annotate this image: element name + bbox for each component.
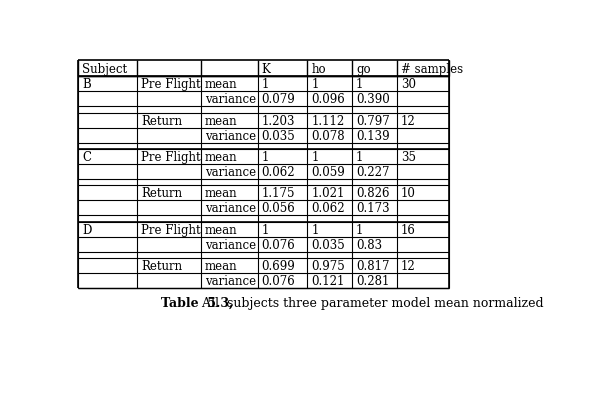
Text: All  subjects three parameter model mean normalized: All subjects three parameter model mean …	[198, 297, 543, 309]
Text: 1: 1	[311, 223, 319, 236]
Text: 0.079: 0.079	[262, 93, 295, 106]
Text: 0.059: 0.059	[311, 166, 345, 179]
Text: 0.826: 0.826	[356, 187, 390, 200]
Text: 12: 12	[401, 114, 415, 128]
Text: 0.076: 0.076	[262, 238, 295, 251]
Text: 0.797: 0.797	[356, 114, 390, 128]
Text: go: go	[356, 62, 371, 76]
Text: 30: 30	[401, 78, 416, 91]
Text: mean: mean	[205, 78, 238, 91]
Text: mean: mean	[205, 223, 238, 236]
Text: variance: variance	[205, 274, 256, 287]
Text: Pre Flight: Pre Flight	[141, 78, 201, 91]
Text: 0.817: 0.817	[356, 259, 390, 273]
Text: variance: variance	[205, 166, 256, 179]
Text: 0.121: 0.121	[311, 274, 345, 287]
Text: K: K	[262, 62, 270, 76]
Text: 0.173: 0.173	[356, 202, 390, 215]
Text: 0.035: 0.035	[262, 129, 295, 142]
Text: mean: mean	[205, 187, 238, 200]
Text: 0.83: 0.83	[356, 238, 382, 251]
Text: D: D	[82, 223, 91, 236]
Text: variance: variance	[205, 238, 256, 251]
Text: 0.078: 0.078	[311, 129, 345, 142]
Text: 1: 1	[262, 223, 269, 236]
Text: 1: 1	[311, 78, 319, 91]
Text: variance: variance	[205, 93, 256, 106]
Text: 0.975: 0.975	[311, 259, 345, 273]
Text: Pre Flight: Pre Flight	[141, 151, 201, 164]
Text: 0.062: 0.062	[262, 166, 295, 179]
Text: B: B	[82, 78, 91, 91]
Text: 0.096: 0.096	[311, 93, 345, 106]
Text: 16: 16	[401, 223, 416, 236]
Text: Return: Return	[141, 259, 182, 273]
Text: 1.175: 1.175	[262, 187, 295, 200]
Text: mean: mean	[205, 151, 238, 164]
Text: 1.112: 1.112	[311, 114, 345, 128]
Text: 0.139: 0.139	[356, 129, 390, 142]
Text: Return: Return	[141, 114, 182, 128]
Text: 0.699: 0.699	[262, 259, 295, 273]
Text: 0.076: 0.076	[262, 274, 295, 287]
Text: 35: 35	[401, 151, 416, 164]
Text: variance: variance	[205, 202, 256, 215]
Text: 1: 1	[356, 223, 364, 236]
Text: C: C	[82, 151, 91, 164]
Text: variance: variance	[205, 129, 256, 142]
Text: 1: 1	[262, 151, 269, 164]
Text: 1: 1	[356, 78, 364, 91]
Text: Pre Flight: Pre Flight	[141, 223, 201, 236]
Text: 1.021: 1.021	[311, 187, 345, 200]
Text: Table  5.3,: Table 5.3,	[161, 297, 233, 309]
Text: 0.227: 0.227	[356, 166, 390, 179]
Text: mean: mean	[205, 259, 238, 273]
Text: 12: 12	[401, 259, 415, 273]
Text: mean: mean	[205, 114, 238, 128]
Text: 1: 1	[356, 151, 364, 164]
Text: 10: 10	[401, 187, 416, 200]
Text: # samples: # samples	[401, 62, 463, 76]
Text: Return: Return	[141, 187, 182, 200]
Text: 0.390: 0.390	[356, 93, 390, 106]
Text: Subject: Subject	[82, 62, 127, 76]
Text: 0.056: 0.056	[262, 202, 295, 215]
Text: 0.281: 0.281	[356, 274, 389, 287]
Text: 1.203: 1.203	[262, 114, 295, 128]
Text: 1: 1	[311, 151, 319, 164]
Text: 1: 1	[262, 78, 269, 91]
Text: 0.035: 0.035	[311, 238, 345, 251]
Text: ho: ho	[311, 62, 326, 76]
Text: 0.062: 0.062	[311, 202, 345, 215]
